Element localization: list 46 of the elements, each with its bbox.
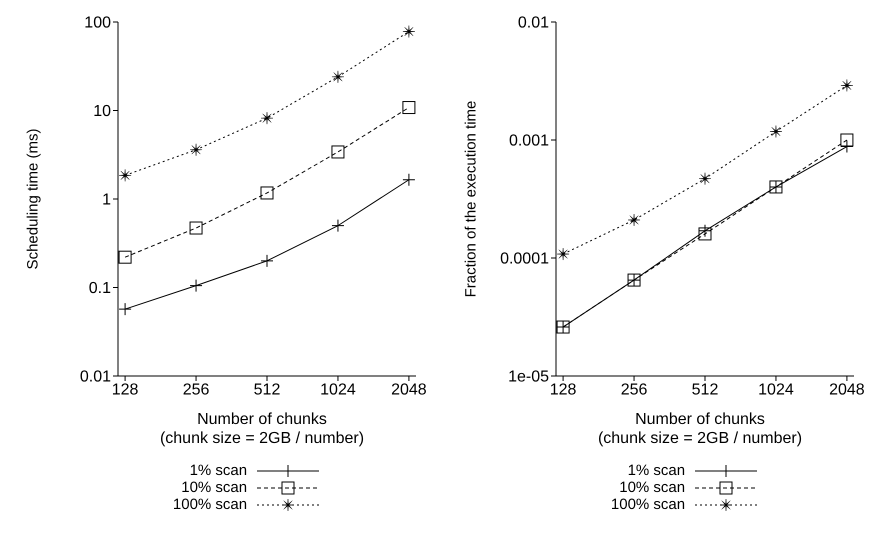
point xyxy=(260,186,274,200)
point xyxy=(260,112,274,124)
x-tick-label: 128 xyxy=(550,381,577,398)
point xyxy=(402,101,416,114)
y-tick-label: 0.01 xyxy=(80,368,112,386)
legend-label: 1% scan xyxy=(190,462,248,479)
y-tick-label: 0.001 xyxy=(508,132,550,150)
legend-label: 10% scan xyxy=(181,479,248,496)
y-axis-title: Fraction of the execution time xyxy=(462,100,480,298)
x-tick-label: 2048 xyxy=(391,381,427,398)
point xyxy=(628,214,640,226)
x-tick-label: 256 xyxy=(182,381,210,398)
point xyxy=(698,172,712,185)
point xyxy=(331,145,344,158)
y-tick-label: 1e-05 xyxy=(508,368,550,386)
x-axis-title: Number of chunks (chunk size = 2GB / number) xyxy=(158,410,366,448)
point xyxy=(190,222,203,235)
point xyxy=(840,79,854,92)
y-axis-title: Scheduling time (ms) xyxy=(24,128,42,270)
legend-label: 1% scan xyxy=(628,462,686,479)
x-tick-label: 128 xyxy=(112,381,139,398)
y-tick-label: 10 xyxy=(93,103,112,120)
y-tick-label: 100 xyxy=(84,14,112,32)
x-tick-label: 1024 xyxy=(758,381,794,398)
y-tick-label: 1 xyxy=(102,192,112,209)
point xyxy=(840,134,854,146)
x-axis-title: Number of chunks (chunk size = 2GB / number) xyxy=(596,410,804,448)
legend-label: 100% scan xyxy=(172,496,248,513)
y-tick-label: 0.01 xyxy=(518,14,550,32)
legend-label: 100% scan xyxy=(610,496,686,513)
point xyxy=(190,144,202,156)
y-tick-label: 0.0001 xyxy=(500,250,550,268)
x-tick-label: 1024 xyxy=(320,381,356,398)
point xyxy=(118,250,132,264)
point xyxy=(332,70,344,84)
point xyxy=(118,169,132,182)
legend-label: 10% scan xyxy=(619,479,686,496)
point xyxy=(770,125,782,138)
y-tick-label: 0.1 xyxy=(88,280,112,298)
x-tick-label: 512 xyxy=(692,381,718,398)
x-tick-label: 2048 xyxy=(829,381,865,398)
point xyxy=(698,227,712,240)
x-tick-label: 256 xyxy=(620,381,648,398)
point xyxy=(402,25,416,38)
x-tick-label: 512 xyxy=(254,381,280,398)
point xyxy=(556,248,570,260)
